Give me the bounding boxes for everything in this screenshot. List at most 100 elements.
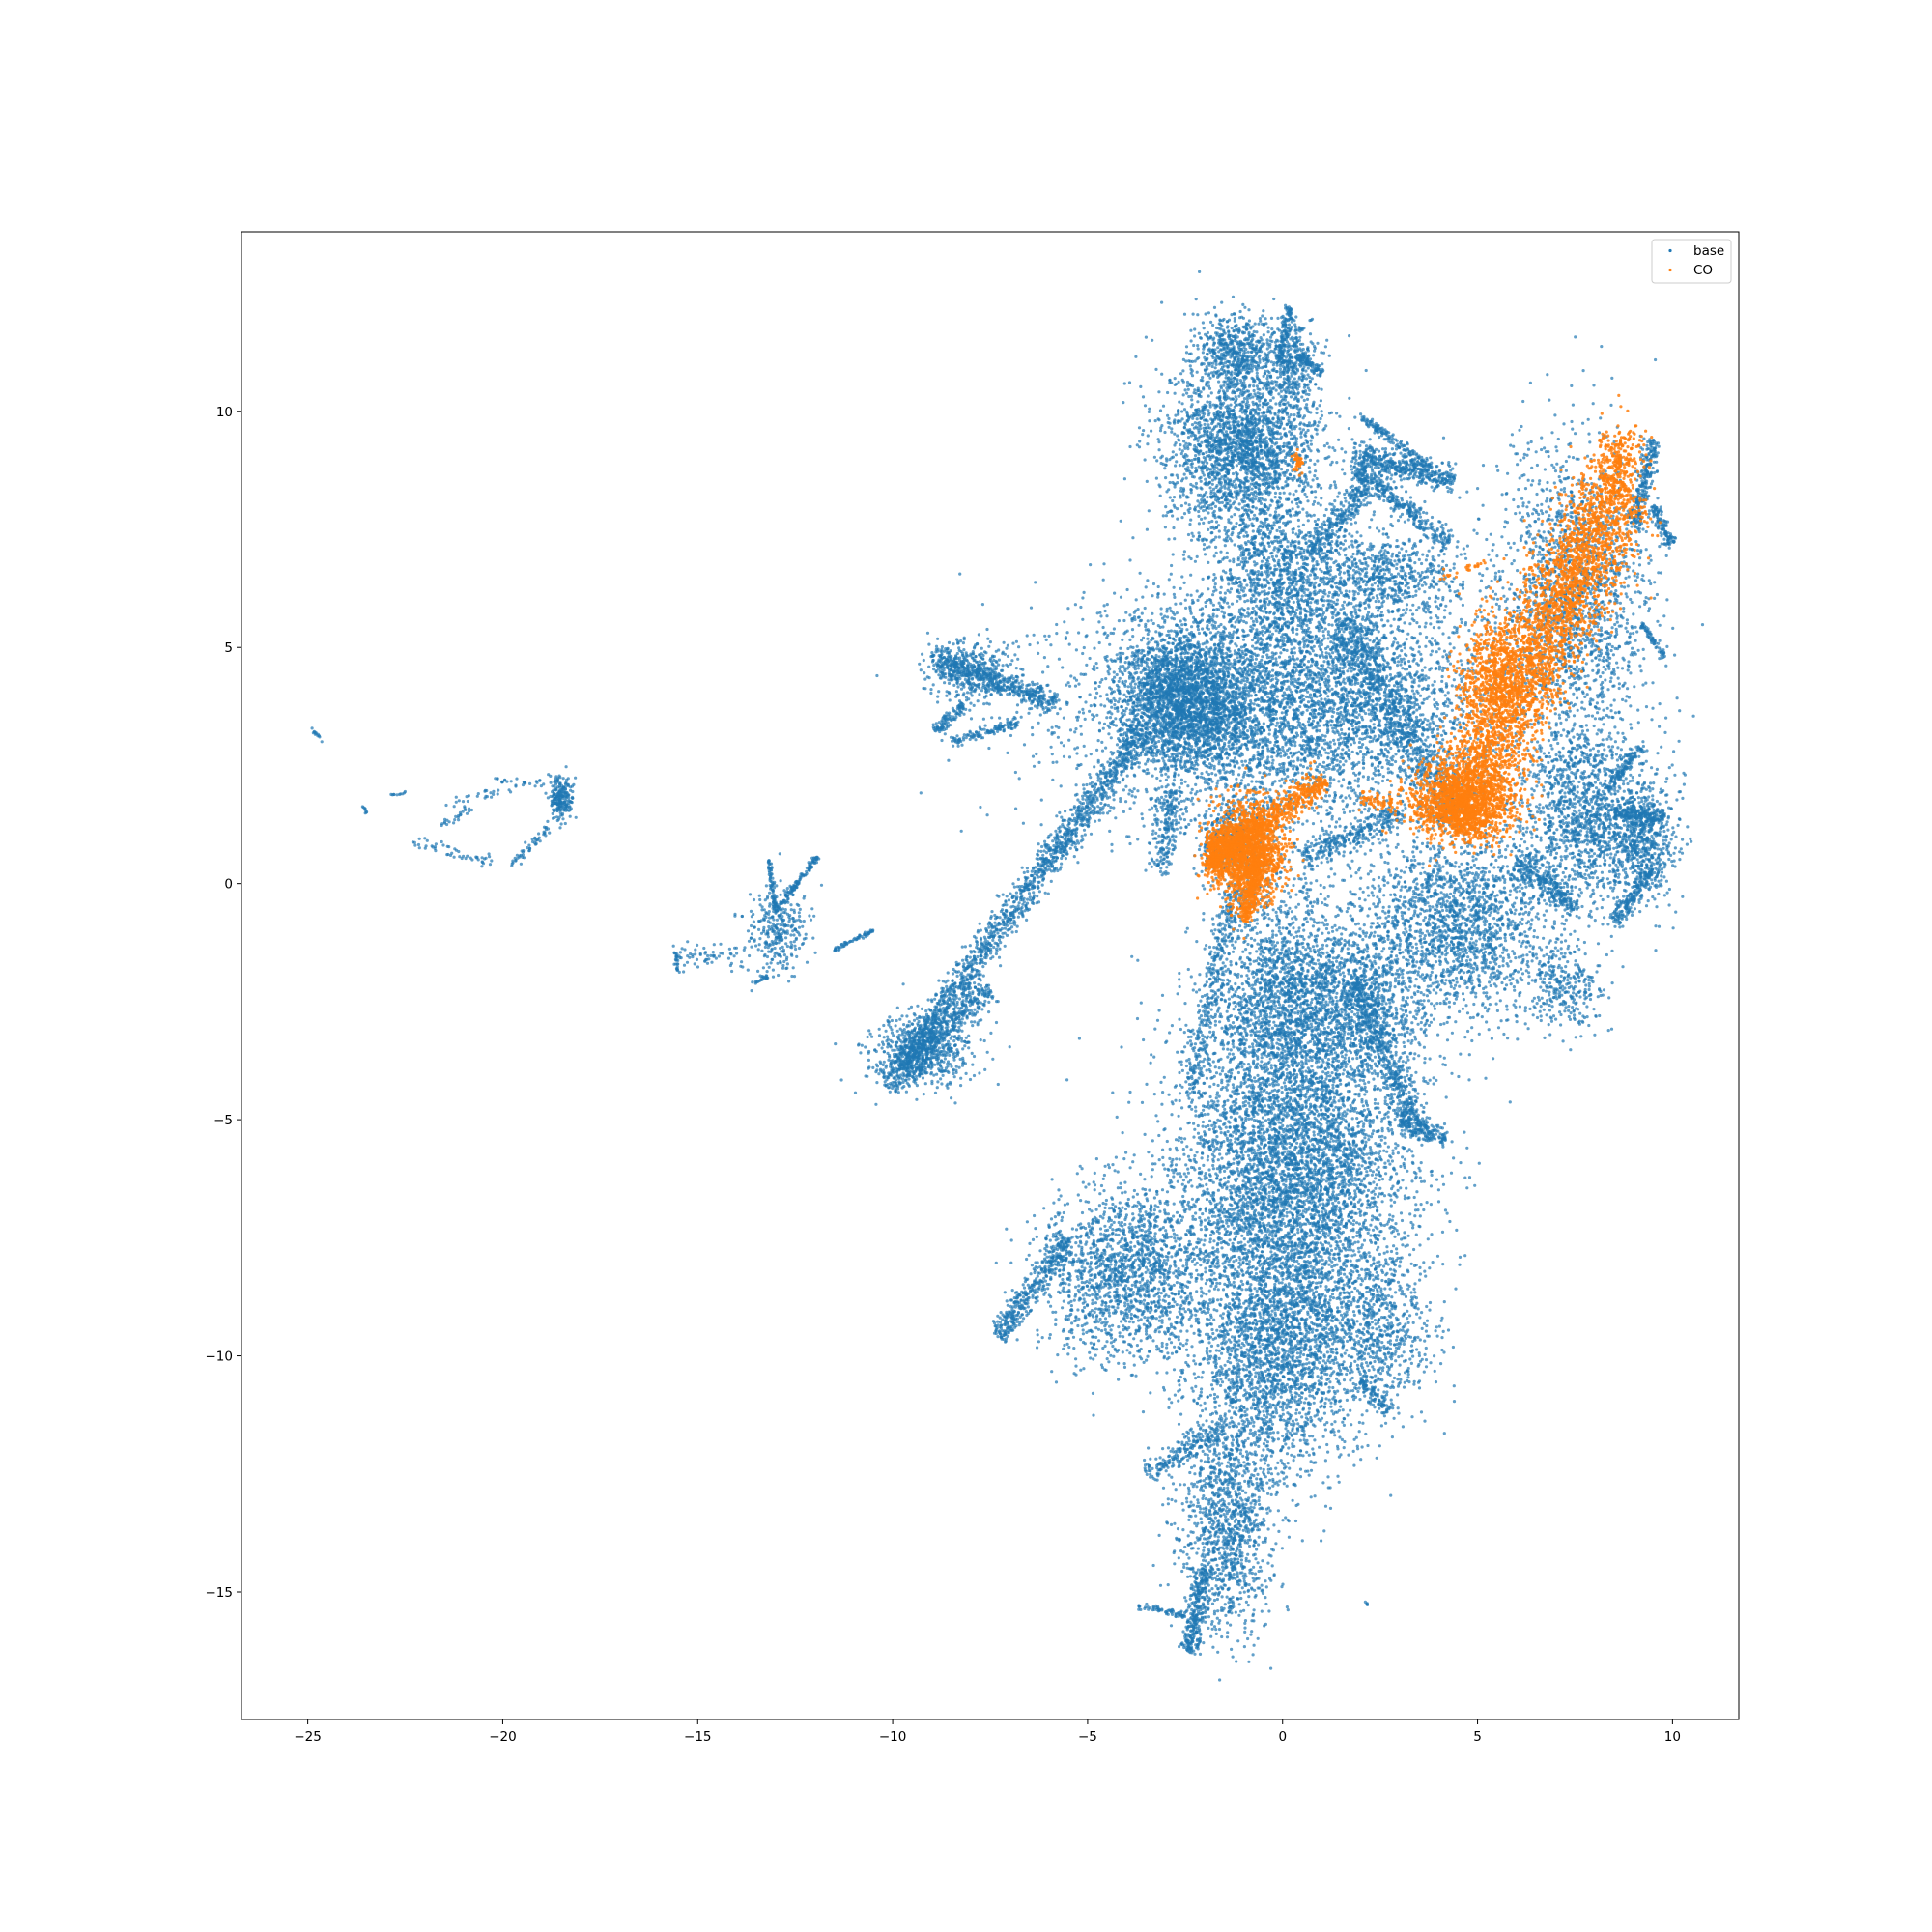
scatter-point [1083, 646, 1086, 649]
scatter-point [1383, 861, 1386, 864]
scatter-point [1418, 645, 1421, 648]
scatter-point [1166, 615, 1169, 618]
scatter-point [1078, 711, 1081, 714]
scatter-point [1292, 828, 1294, 831]
scatter-point [1377, 782, 1379, 785]
scatter-point [1081, 596, 1084, 599]
scatter-point [1215, 608, 1218, 611]
scatter-point [1367, 810, 1370, 812]
scatter-point [1396, 833, 1399, 836]
scatter-point [1470, 653, 1473, 656]
scatter-point [1198, 522, 1201, 525]
scatter-point [1318, 645, 1321, 648]
scatter-point [1124, 800, 1127, 803]
scatter-point [1211, 636, 1214, 639]
scatter-point [1322, 660, 1325, 663]
scatter-point [1322, 771, 1325, 774]
scatter-point [1415, 698, 1418, 701]
scatter-point [1233, 785, 1236, 788]
scatter-point [1302, 689, 1305, 692]
scatter-point [1486, 567, 1489, 570]
scatter-point [985, 628, 988, 631]
scatter-point [1084, 718, 1087, 721]
scatter-point [1069, 674, 1072, 677]
scatter-point [1274, 741, 1277, 744]
scatter-point [1328, 825, 1331, 828]
scatter-point [1449, 642, 1452, 645]
scatter-point [1183, 799, 1186, 802]
scatter-point [1262, 745, 1264, 748]
scatter-point [1122, 680, 1124, 683]
scatter-point [1325, 800, 1328, 803]
scatter-point [1098, 721, 1101, 724]
scatter-point [1271, 651, 1274, 654]
scatter-point [1281, 778, 1284, 781]
scatter-point [1226, 602, 1229, 605]
scatter-point [1097, 620, 1100, 623]
scatter-point [1073, 730, 1076, 733]
scatter-point [1320, 664, 1322, 667]
scatter-point [1257, 753, 1260, 756]
scatter-point [1105, 716, 1108, 719]
scatter-point [1348, 727, 1350, 730]
scatter-point [1441, 675, 1444, 678]
scatter-point [1234, 756, 1236, 759]
scatter-point [1099, 695, 1102, 697]
scatter-point [1103, 704, 1106, 707]
scatter-point [1292, 708, 1294, 711]
scatter-point [1130, 955, 1133, 958]
scatter-point [1031, 726, 1034, 729]
scatter-point [1068, 643, 1071, 646]
scatter-point [1408, 665, 1411, 668]
scatter-point [1183, 737, 1186, 740]
scatter-point [1300, 759, 1303, 762]
scatter-point [1355, 734, 1358, 737]
scatter-point [1088, 773, 1091, 776]
scatter-point [1309, 773, 1312, 776]
scatter-point [1192, 803, 1195, 806]
scatter-point [1074, 685, 1077, 688]
scatter-point [1100, 741, 1103, 744]
scatter-point [1290, 752, 1293, 754]
scatter-point [1320, 820, 1322, 823]
scatter-point [1393, 637, 1396, 639]
scatter-point [1122, 619, 1125, 622]
scatter-point [1327, 767, 1330, 770]
scatter-point [1510, 583, 1513, 586]
scatter-point [1283, 773, 1286, 776]
scatter-point [1358, 897, 1361, 900]
scatter-point [1391, 644, 1394, 647]
scatter-point [1326, 728, 1329, 731]
scatter-point [960, 830, 963, 833]
scatter-point [1353, 764, 1356, 767]
scatter-point [1290, 764, 1293, 767]
scatter-point [1342, 763, 1345, 766]
scatter-point [1291, 703, 1293, 706]
scatter-point [1265, 711, 1268, 714]
scatter-point [1266, 656, 1269, 659]
scatter-point [1033, 765, 1036, 768]
scatter-point [1151, 594, 1153, 597]
scatter-point [1435, 650, 1438, 653]
scatter-point [1103, 723, 1106, 725]
scatter-point [1346, 803, 1349, 806]
scatter-point [1244, 784, 1247, 787]
scatter-point [1292, 850, 1294, 853]
scatter-point [1330, 750, 1333, 753]
scatter-point [1403, 621, 1406, 624]
scatter-point [1075, 767, 1078, 770]
scatter-point [1273, 689, 1276, 692]
scatter-point [1254, 641, 1257, 644]
scatter-point [1406, 673, 1409, 676]
scatter-point [1131, 794, 1134, 797]
scatter-point [1168, 578, 1171, 581]
scatter-point [1014, 771, 1017, 774]
scatter-point [1122, 810, 1125, 813]
scatter-point [1263, 722, 1265, 724]
scatter-point [1441, 632, 1444, 635]
scatter-point [1389, 624, 1392, 627]
scatter-point [1095, 692, 1098, 695]
scatter-point [1328, 785, 1331, 788]
scatter-point [1285, 794, 1288, 797]
